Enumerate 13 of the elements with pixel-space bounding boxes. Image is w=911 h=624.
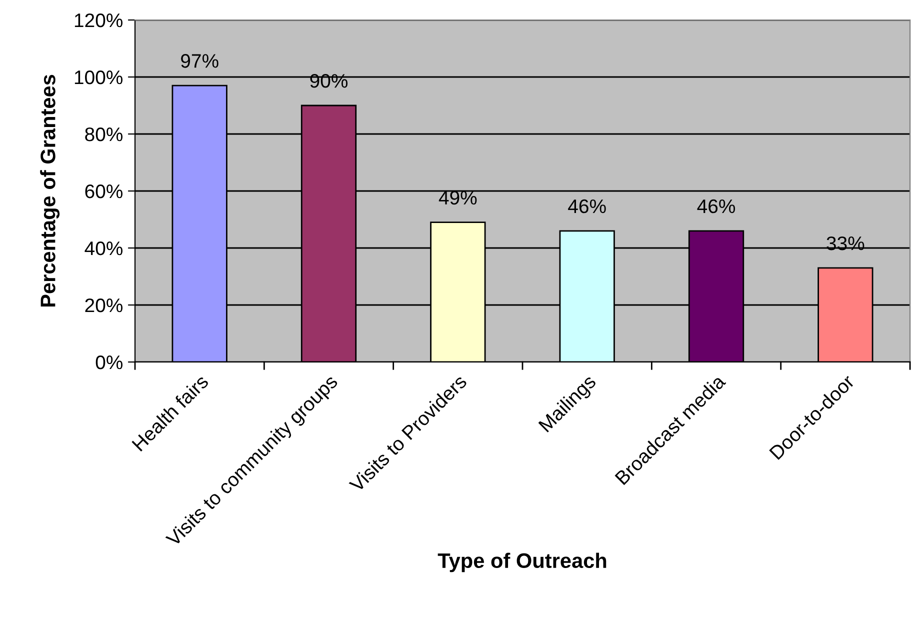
x-axis-title: Type of Outreach <box>438 552 606 572</box>
data-label: 97% <box>181 54 218 68</box>
data-label: 46% <box>568 199 606 214</box>
y-tick-label: 0% <box>96 355 123 370</box>
y-axis-title: Percentage of Grantees <box>40 74 60 307</box>
y-tick-label: 120% <box>74 13 123 28</box>
y-tick-label: 20% <box>85 298 123 312</box>
y-tick-label: 80% <box>85 127 123 142</box>
data-label: 46% <box>697 199 736 214</box>
y-tick-label: 60% <box>85 184 123 198</box>
data-label: 49% <box>438 190 477 205</box>
y-tick-label: 100% <box>74 70 123 84</box>
y-tick-label: 40% <box>84 241 123 256</box>
